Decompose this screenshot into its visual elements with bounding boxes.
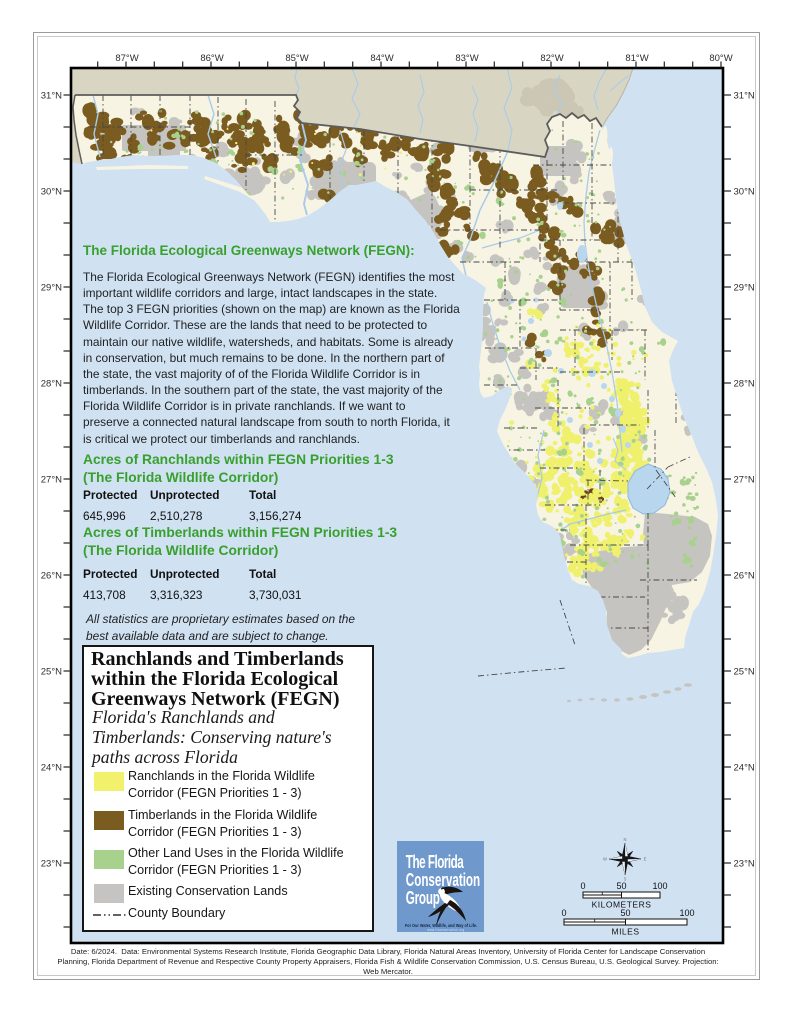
svg-text:85°W: 85°W (285, 53, 308, 64)
svg-text:26°N: 26°N (41, 570, 62, 581)
svg-text:27°N: 27°N (41, 474, 62, 485)
svg-text:25°N: 25°N (734, 666, 755, 677)
svg-text:31°N: 31°N (734, 90, 755, 101)
svg-text:28°N: 28°N (734, 378, 755, 389)
svg-text:W: W (603, 856, 607, 861)
svg-text:The Florida: The Florida (406, 852, 464, 872)
svg-text:0: 0 (561, 908, 566, 918)
svg-text:100: 100 (652, 881, 667, 891)
svg-text:www.flconservation.org: www.flconservation.org (427, 928, 464, 932)
svg-text:23°N: 23°N (734, 858, 755, 869)
svg-text:0: 0 (580, 881, 585, 891)
svg-text:83°W: 83°W (455, 53, 478, 64)
svg-text:86°W: 86°W (200, 53, 223, 64)
svg-text:MILES: MILES (611, 927, 639, 937)
svg-text:KILOMETERS: KILOMETERS (592, 900, 652, 910)
svg-text:Conservation: Conservation (406, 870, 480, 890)
svg-text:50: 50 (620, 908, 630, 918)
svg-text:100: 100 (679, 908, 694, 918)
svg-text:23°N: 23°N (41, 858, 62, 869)
svg-text:24°N: 24°N (41, 762, 62, 773)
svg-text:82°W: 82°W (540, 53, 563, 64)
svg-text:Group: Group (406, 888, 440, 908)
svg-text:29°N: 29°N (734, 282, 755, 293)
svg-text:50: 50 (616, 881, 626, 891)
svg-text:S: S (624, 877, 627, 882)
svg-text:27°N: 27°N (734, 474, 755, 485)
svg-text:28°N: 28°N (41, 378, 62, 389)
svg-text:30°N: 30°N (734, 186, 755, 197)
svg-text:81°W: 81°W (625, 53, 648, 64)
svg-text:N: N (623, 837, 626, 842)
svg-text:For Our Water, Wildlife, and W: For Our Water, Wildlife, and Way of Life… (405, 923, 477, 929)
svg-text:31°N: 31°N (41, 90, 62, 101)
svg-text:87°W: 87°W (115, 53, 138, 64)
svg-text:29°N: 29°N (41, 282, 62, 293)
svg-text:30°N: 30°N (41, 186, 62, 197)
svg-text:25°N: 25°N (41, 666, 62, 677)
svg-text:80°W: 80°W (709, 53, 732, 64)
svg-text:26°N: 26°N (734, 570, 755, 581)
svg-text:84°W: 84°W (370, 53, 393, 64)
svg-text:24°N: 24°N (734, 762, 755, 773)
svg-text:E: E (644, 856, 647, 861)
